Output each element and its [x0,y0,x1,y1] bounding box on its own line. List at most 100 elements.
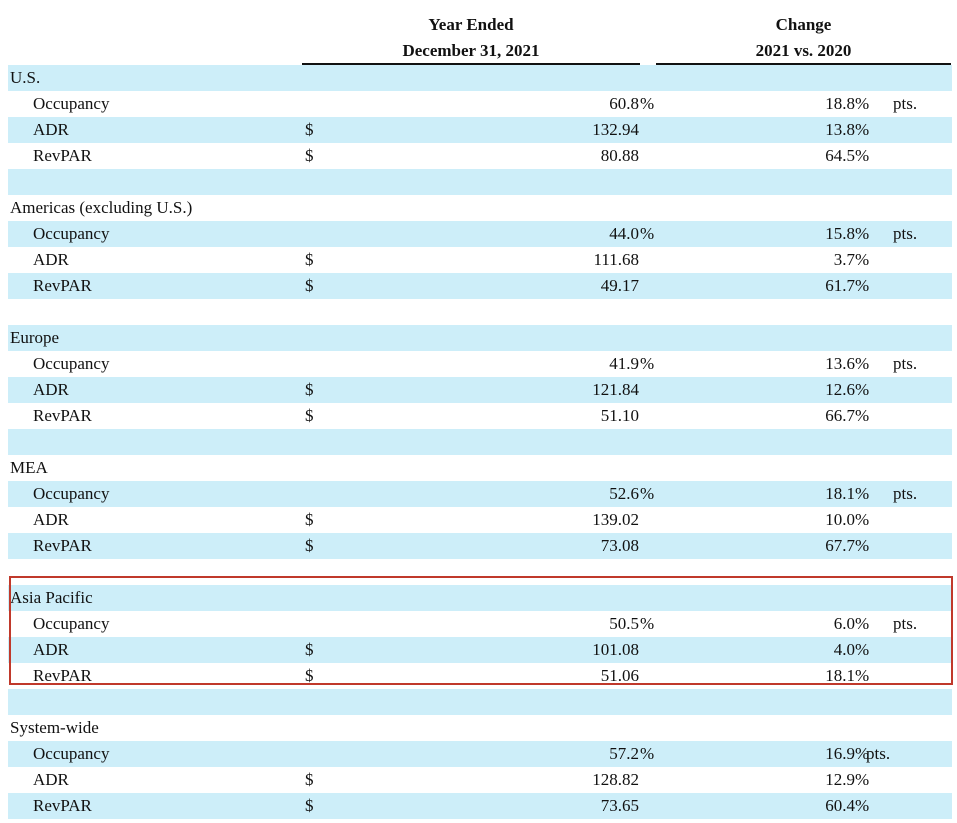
points-unit: pts. [893,354,918,373]
year-value: 80.88 [600,146,639,165]
dollar-sign: $ [305,796,314,815]
change-percent-sign: % [855,250,870,269]
year-header-rule [302,63,640,65]
table-row: Occupancy 52.6% 18.1% pts. [8,481,952,507]
change-header-line2: 2021 vs. 2020 [755,41,852,60]
change-percent-sign: % [855,744,870,763]
points-unit: pts. [893,484,918,503]
change-value: 16.9 [825,744,855,763]
change-percent-sign: % [855,224,870,243]
table-row: RevPAR $80.88 64.5% [8,143,952,169]
change-value: 64.5 [825,146,855,165]
dollar-sign: $ [305,250,314,269]
table-row: Occupancy 41.9% 13.6% pts. [8,351,952,377]
statistics-table: U.S. Occupancy 60.8% 18.8% pts. ADR $132.94 13.… [8,65,952,819]
change-percent-sign: % [855,94,870,113]
change-value: 13.6 [825,354,855,373]
change-header-line1: Change [775,15,832,34]
dollar-sign: $ [305,666,314,685]
table-row: Occupancy 44.0% 15.8% pts. [8,221,952,247]
metric-label: RevPAR [33,406,92,425]
year-value: 57.2 [609,744,639,763]
dollar-sign: $ [305,406,314,425]
dollar-sign: $ [305,510,314,529]
change-header: Change 2021 vs. 2020 [656,12,951,64]
year-value: 51.06 [600,666,639,685]
metric-label: RevPAR [33,276,92,295]
change-value: 67.7 [825,536,855,555]
metric-label: ADR [33,640,69,659]
points-unit: pts. [893,614,918,633]
table-row: RevPAR $73.08 67.7% [8,533,952,559]
metric-label: Occupancy [33,94,110,113]
year-value: 41.9 [609,354,639,373]
change-percent-sign: % [855,536,870,555]
dollar-sign: $ [305,536,314,555]
table-row: Occupancy 57.2% 16.9% pts. [8,741,952,767]
table-row: ADR $101.08 4.0% [8,637,952,663]
section-header-row: MEA [8,455,952,481]
change-percent-sign: % [855,640,870,659]
change-percent-sign: % [855,614,870,633]
metric-label: Occupancy [33,354,110,373]
section-header-row: U.S. [8,65,952,91]
spacer-row [8,169,952,195]
year-value: 73.08 [600,536,639,555]
table-row: RevPAR $51.06 18.1% [8,663,952,689]
change-value: 61.7 [825,276,855,295]
year-percent-sign: % [640,484,655,503]
change-percent-sign: % [855,770,870,789]
year-value: 49.17 [600,276,639,295]
change-value: 60.4 [825,796,855,815]
table-row: RevPAR $49.17 61.7% [8,273,952,299]
spacer-row [8,689,952,715]
section-title: Europe [10,328,60,347]
change-percent-sign: % [855,146,870,165]
year-value: 101.08 [592,640,639,659]
change-value: 4.0 [833,640,855,659]
year-value: 50.5 [609,614,639,633]
year-value: 111.68 [593,250,640,269]
change-percent-sign: % [855,276,870,295]
change-percent-sign: % [855,354,870,373]
table-row: Occupancy 50.5% 6.0% pts. [8,611,952,637]
metric-label: RevPAR [33,536,92,555]
section-header-row: Americas (excluding U.S.) [8,195,952,221]
section-header-row: Asia Pacific [8,585,952,611]
change-value: 12.6 [825,380,855,399]
points-unit: pts. [866,744,891,763]
metric-label: ADR [33,510,69,529]
metric-label: ADR [33,250,69,269]
metric-label: ADR [33,380,69,399]
table-row: Occupancy 60.8% 18.8% pts. [8,91,952,117]
spacer-row [8,429,952,455]
year-percent-sign: % [640,354,655,373]
change-value: 13.8 [825,120,855,139]
section-title: U.S. [10,68,41,87]
year-value: 128.82 [592,770,639,789]
change-value: 18.1 [825,666,855,685]
year-value: 52.6 [609,484,639,503]
change-value: 15.8 [825,224,855,243]
change-value: 3.7 [833,250,855,269]
points-unit: pts. [893,94,918,113]
change-percent-sign: % [855,120,870,139]
change-percent-sign: % [855,406,870,425]
table-row: RevPAR $73.65 60.4% [8,793,952,819]
metric-label: RevPAR [33,146,92,165]
year-ended-header-line2: December 31, 2021 [402,41,540,60]
metric-label: ADR [33,120,69,139]
section-title: System-wide [10,718,99,737]
table-row: ADR $139.02 10.0% [8,507,952,533]
metric-label: Occupancy [33,614,110,633]
year-value: 44.0 [609,224,639,243]
year-value: 139.02 [592,510,639,529]
year-percent-sign: % [640,614,655,633]
spacer-row [8,559,952,585]
change-percent-sign: % [855,666,870,685]
year-ended-header: Year Ended December 31, 2021 [302,12,640,64]
change-value: 18.1 [825,484,855,503]
section-header-row: Europe [8,325,952,351]
change-header-rule [656,63,951,65]
dollar-sign: $ [305,640,314,659]
